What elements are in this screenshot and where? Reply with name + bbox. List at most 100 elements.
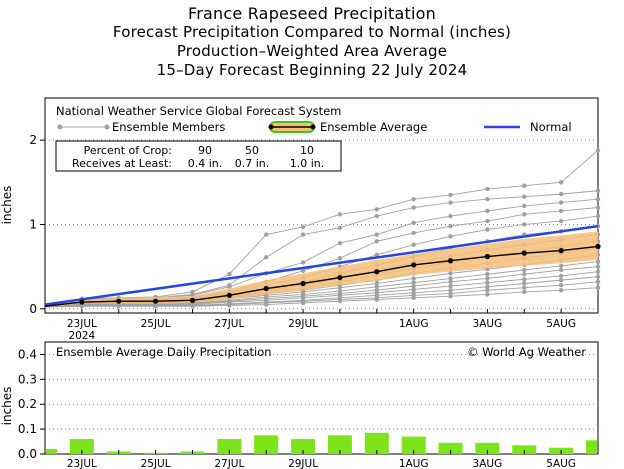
ensemble-member-point	[374, 284, 379, 290]
ensemble-member-point	[595, 196, 601, 202]
ensemble-member-point	[264, 255, 269, 260]
ensemble-member-point	[153, 304, 158, 309]
ensemble-member-point	[522, 222, 527, 227]
legend-normal-label: Normal	[530, 120, 572, 134]
ensemble-member-point	[337, 212, 343, 217]
daily-x-tick-label: 25JUL	[141, 458, 171, 469]
chart-title: France Rapeseed Precipitation	[188, 4, 436, 23]
ensemble-member-point	[448, 192, 453, 198]
legend-members-dot	[104, 124, 110, 130]
cumulative-x-tick-label: 23JUL	[67, 318, 97, 330]
daily-precip-bar	[217, 439, 242, 454]
ensemble-member-point	[374, 239, 379, 244]
daily-x-tick-label: 1AUG	[399, 458, 429, 469]
ensemble-member-point	[558, 288, 564, 293]
ensemble-member-point	[300, 224, 306, 230]
ensemble-member-point	[558, 200, 564, 205]
ensemble-member-point	[485, 292, 490, 297]
ensemble-member-point	[374, 213, 379, 219]
ensemble-member-point	[485, 276, 490, 281]
cumulative-x-tick-sublabel: 2024	[68, 330, 95, 342]
ensemble-member-point	[522, 281, 527, 286]
ensemble-average-point	[521, 250, 527, 256]
cumulative-x-tick-label: 5AUG	[546, 318, 576, 330]
legend-average-dot	[268, 124, 274, 130]
ensemble-average-point	[189, 297, 196, 303]
crop-table-amount-label: Receives at Least:	[72, 157, 172, 170]
crop-table-amount-50: 0.7 in.	[235, 157, 270, 170]
daily-precip-bar	[475, 442, 500, 454]
ensemble-member-point	[595, 279, 601, 285]
ensemble-member-point	[522, 285, 527, 290]
daily-precip-bar	[401, 436, 426, 454]
legend-members-dot	[57, 124, 63, 130]
ensemble-member-point	[190, 304, 195, 309]
ensemble-member-point	[411, 295, 416, 301]
ensemble-member-point	[337, 240, 343, 246]
ensemble-member-point	[374, 281, 379, 286]
ensemble-member-point	[485, 186, 490, 192]
ensemble-member-point	[522, 267, 527, 273]
ensemble-member-point	[411, 283, 416, 289]
daily-x-tick-label: 27JUL	[214, 458, 244, 469]
ensemble-spread-band	[45, 231, 598, 308]
cumulative-x-tick-label: 1AUG	[399, 318, 429, 330]
ensemble-member-point	[595, 274, 601, 279]
legend-members-label: Ensemble Members	[112, 120, 225, 134]
daily-x-tick-label: 5AUG	[546, 458, 576, 469]
ensemble-average-point	[337, 274, 343, 281]
ensemble-member-point	[448, 234, 453, 239]
ensemble-member-point	[485, 280, 490, 285]
ensemble-member-point	[558, 273, 564, 279]
ensemble-member-point	[411, 242, 416, 247]
ensemble-average-point	[153, 298, 159, 304]
ensemble-member-point	[448, 200, 453, 205]
daily-precip-bar	[438, 442, 463, 454]
ensemble-member-point	[595, 213, 601, 219]
ensemble-average-point	[447, 258, 454, 264]
ensemble-member-point	[448, 271, 453, 276]
ensemble-member-point	[522, 212, 527, 217]
daily-precip-bar	[512, 445, 537, 454]
ensemble-member-point	[522, 289, 527, 295]
daily-y-axis-label: inches	[0, 387, 14, 426]
ensemble-member-point	[595, 269, 601, 274]
ensemble-average-point	[484, 253, 490, 260]
crop-table-percent-90: 90	[198, 144, 212, 157]
ensemble-member-point	[485, 227, 490, 232]
daily-precip-bar	[254, 435, 279, 454]
legend-system-label: National Weather Service Global Forecast…	[56, 104, 341, 118]
ensemble-member-line	[44, 271, 599, 308]
daily-precip-bar	[364, 432, 389, 454]
ensemble-average-point	[374, 269, 380, 275]
ensemble-member-point	[558, 263, 564, 268]
ensemble-member-point	[558, 267, 564, 273]
cumulative-y-axis-label: inches	[0, 186, 14, 225]
ensemble-average-point	[226, 292, 232, 298]
ensemble-member-point	[448, 283, 453, 289]
daily-panel: 0.0 0.1 0.2 0.3 0.4 23JUL 25JUL 27JUL 29JUL 1AUG…	[0, 341, 599, 469]
ensemble-member-point	[337, 285, 343, 290]
daily-x-tick-label: 3AUG	[473, 458, 503, 469]
daily-panel-credit: © World Ag Weather	[467, 345, 586, 359]
ensemble-member-point	[411, 230, 416, 236]
daily-precip-bar	[586, 440, 597, 454]
ensemble-member-point	[558, 191, 564, 197]
chart-subtitle-1: Forecast Precipitation Compared to Norma…	[112, 23, 512, 41]
ensemble-average-point	[411, 262, 417, 268]
daily-precip-bar	[291, 439, 316, 454]
ensemble-average-line	[44, 245, 599, 307]
ensemble-member-point	[411, 205, 416, 210]
ensemble-member-point	[300, 260, 306, 265]
chart-subtitle-3: 15–Day Forecast Beginning 22 July 2024	[156, 61, 468, 79]
title-block: France Rapeseed Precipitation Forecast P…	[0, 4, 624, 80]
ensemble-member-point	[485, 284, 490, 290]
cumulative-y-tick-label: 1	[29, 217, 37, 231]
ensemble-member-point	[227, 303, 232, 308]
daily-y-tick-label: 0.0	[18, 447, 37, 461]
ensemble-member-point	[448, 293, 453, 299]
crop-table-percent-label: Percent of Crop:	[84, 144, 172, 157]
ensemble-member-point	[595, 264, 601, 269]
daily-precip-bar	[46, 449, 57, 454]
